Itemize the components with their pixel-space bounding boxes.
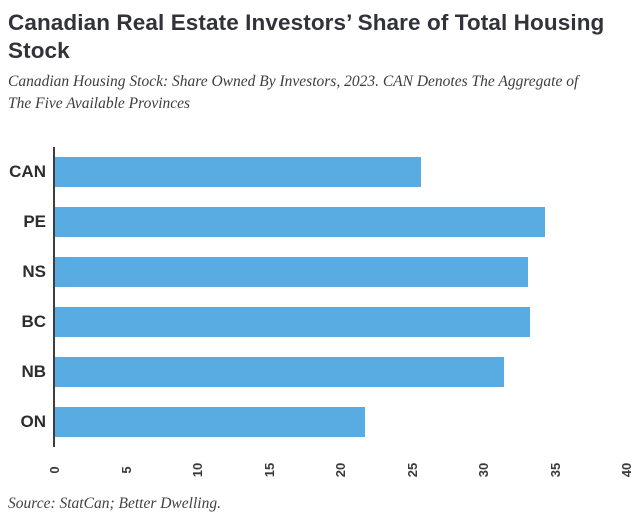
source-note: Source: StatCan; Better Dwelling. [8, 495, 221, 512]
x-tick-label-0: 0 [47, 466, 62, 474]
category-label-pe: PE [23, 212, 46, 231]
chart-subtitle: Canadian Housing Stock: Share Owned By I… [8, 73, 579, 112]
bar-can [55, 157, 422, 187]
x-tick-label-5: 5 [118, 466, 134, 474]
bar-ns [55, 257, 529, 287]
category-label-bc: BC [21, 312, 46, 331]
x-tick-label-25: 25 [404, 462, 420, 478]
chart-title: Canadian Real Estate Investors’ Share of… [8, 10, 605, 63]
category-label-nb: NB [21, 362, 46, 381]
bar-on [55, 407, 366, 437]
bar-row: PE [23, 197, 627, 247]
category-label-on: ON [20, 412, 47, 431]
bar-nb [55, 357, 505, 387]
x-tick-label-30: 30 [476, 462, 491, 478]
x-axis-ticks: 0 5 10 15 20 25 30 35 40 [47, 447, 634, 493]
x-tick-label-10: 10 [190, 462, 205, 478]
bar-row: CAN [9, 147, 627, 197]
x-tick-label-40: 40 [619, 462, 634, 478]
plot-area: CAN PE NS BC NB ON [9, 147, 627, 447]
chart-header: Canadian Real Estate Investors’ Share of… [0, 0, 640, 115]
x-tick-label-20: 20 [333, 462, 348, 478]
x-tick-label-35: 35 [547, 462, 563, 478]
bar-row: ON [21, 397, 627, 447]
bar-row: BC [21, 297, 627, 347]
bar-bc [55, 307, 530, 337]
bar-row: NS [22, 247, 627, 297]
bar-row: NB [21, 347, 627, 397]
category-label-can: CAN [9, 162, 46, 181]
category-label-ns: NS [22, 262, 46, 281]
x-tick-label-15: 15 [261, 462, 277, 478]
bar-pe [55, 207, 546, 237]
y-axis-line [53, 147, 55, 447]
bar-chart: CAN PE NS BC NB ON 0 5 10 15 20 25 30 35 40 [0, 147, 640, 493]
